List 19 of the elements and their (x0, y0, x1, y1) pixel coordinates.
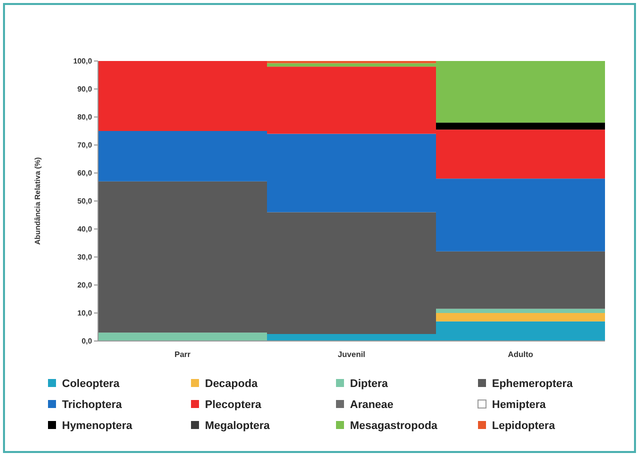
legend-label: Hemiptera (492, 398, 547, 411)
bar (436, 313, 605, 322)
legend-label: Ephemeroptera (492, 378, 574, 390)
legend-label: Mesagastropoda (350, 420, 438, 432)
x-tick-label: Adulto (508, 350, 534, 359)
legend-label: Lepidoptera (492, 420, 556, 432)
x-tick-label: Parr (174, 350, 191, 359)
legend-label: Diptera (350, 378, 389, 390)
legend-label: Plecoptera (205, 398, 262, 411)
bar (436, 308, 605, 313)
legend-label: Coleoptera (62, 378, 120, 390)
bar (436, 122, 605, 130)
legend-label: Decapoda (205, 378, 258, 390)
legend-label: Hymenoptera (62, 420, 134, 432)
legend-label: Trichoptera (62, 398, 123, 411)
bar (98, 332, 267, 341)
legend-label: Megaloptera (205, 420, 271, 432)
x-tick-label: Juvenil (338, 350, 366, 359)
legend-label: Araneae (350, 398, 394, 411)
